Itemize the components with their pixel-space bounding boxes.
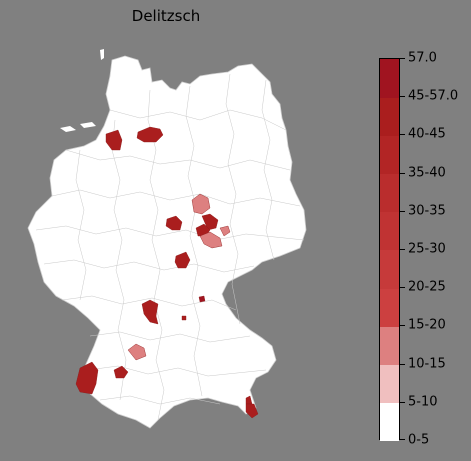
island [60, 126, 76, 132]
legend-swatch [380, 326, 399, 366]
district-borders [35, 73, 305, 421]
legend-swatch [380, 97, 399, 136]
district-highlight [181, 315, 187, 321]
district-highlight [191, 193, 211, 215]
legend-swatch [380, 59, 399, 98]
island [100, 49, 104, 60]
legend-swatch [380, 211, 399, 251]
highlighted-districts [75, 126, 259, 419]
legend-tick [400, 287, 405, 289]
district-highlight [141, 299, 159, 325]
legend-label: 40-45 [408, 126, 446, 142]
district-highlight [165, 215, 183, 231]
legend-label: 5-10 [408, 394, 438, 410]
legend-tick [400, 249, 405, 250]
district-highlight [198, 295, 206, 303]
legend-label: 25-30 [408, 241, 446, 257]
legend-tick [400, 96, 405, 98]
legend-swatch [380, 364, 399, 404]
legend-tick [400, 401, 405, 403]
germany-outline [27, 55, 307, 429]
legend-tick [400, 363, 405, 365]
legend-tick [400, 134, 405, 136]
legend-label: 15-20 [408, 317, 446, 333]
legend-tick [400, 325, 405, 327]
district-highlight [174, 251, 191, 269]
district-highlight [199, 231, 223, 249]
legend-swatch [380, 402, 399, 442]
legend-tick [400, 58, 405, 59]
district-highlight [113, 365, 129, 379]
legend-label: 30-35 [408, 203, 446, 219]
legend-swatch [380, 250, 399, 289]
district-highlight [136, 126, 164, 143]
legend-swatch [380, 135, 399, 175]
legend-label: 35-40 [408, 165, 446, 181]
legend-swatch [380, 288, 399, 327]
district-highlight [219, 225, 231, 237]
district-highlight [127, 343, 147, 361]
legend-swatch [380, 173, 399, 213]
island [238, 66, 250, 80]
legend-colorbar [379, 58, 400, 442]
district-highlight [105, 129, 123, 151]
district-highlight [75, 361, 99, 395]
legend-tick [400, 172, 405, 174]
legend-label: 0-5 [408, 432, 430, 448]
legend-label: 45-57.0 [408, 88, 459, 104]
island [80, 122, 96, 128]
legend-tick [400, 439, 405, 440]
legend-label: 20-25 [408, 279, 446, 295]
district-highlight [245, 403, 259, 419]
legend-label: 57.0 [408, 50, 437, 66]
map-title: Delitzsch [131, 7, 201, 25]
legend-tick [400, 210, 405, 212]
legend-label: 10-15 [408, 356, 446, 372]
